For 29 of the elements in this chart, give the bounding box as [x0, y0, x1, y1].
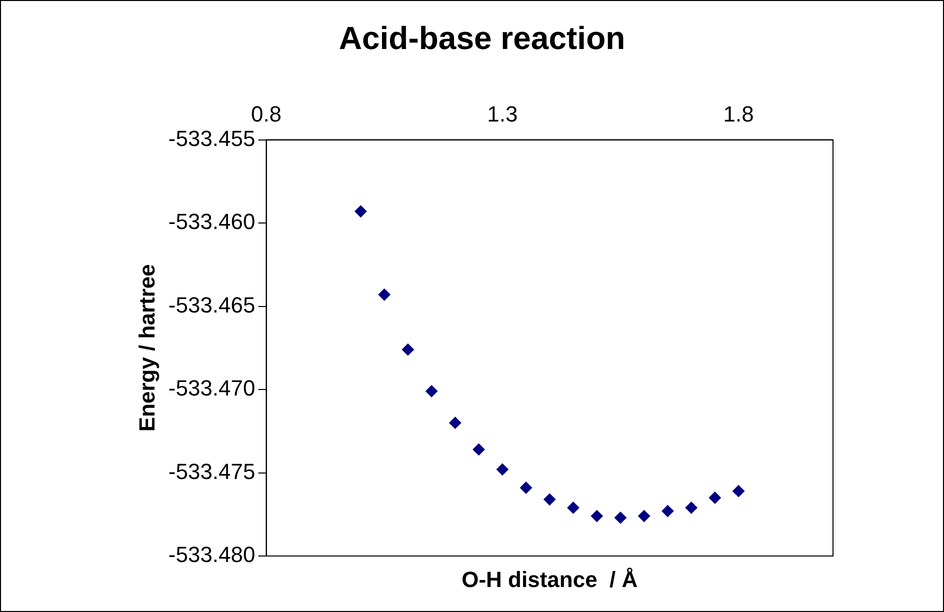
- point: [544, 493, 556, 506]
- point: [496, 463, 508, 476]
- x-tick-label: 1.3: [487, 102, 518, 127]
- point: [354, 205, 367, 218]
- point: [732, 485, 745, 498]
- point: [520, 482, 532, 494]
- point: [378, 288, 390, 301]
- x-tick-label: 1.8: [723, 102, 754, 127]
- point: [614, 512, 626, 524]
- point: [449, 416, 462, 429]
- y-tick-label: -533.465: [168, 292, 256, 318]
- point: [472, 443, 485, 456]
- y-tick-label: -533.455: [168, 126, 256, 151]
- y-tick-label: -533.460: [168, 209, 256, 234]
- y-axis-title: Energy / hartree: [134, 264, 160, 432]
- point: [402, 344, 414, 356]
- point: [662, 505, 674, 518]
- x-tick-label: 0.8: [250, 102, 282, 127]
- point: [685, 502, 698, 514]
- point: [590, 510, 603, 522]
- x-axis-title: O-H distance / Å: [462, 567, 638, 592]
- y-tick-label: -533.470: [168, 376, 256, 401]
- y-tick-label: -533.480: [168, 542, 256, 568]
- point: [426, 385, 438, 398]
- point: [567, 502, 580, 514]
- chart-title: Acid-base reaction: [338, 20, 626, 56]
- point: [708, 492, 721, 504]
- point: [638, 510, 650, 522]
- y-tick-label: -533.475: [168, 458, 256, 484]
